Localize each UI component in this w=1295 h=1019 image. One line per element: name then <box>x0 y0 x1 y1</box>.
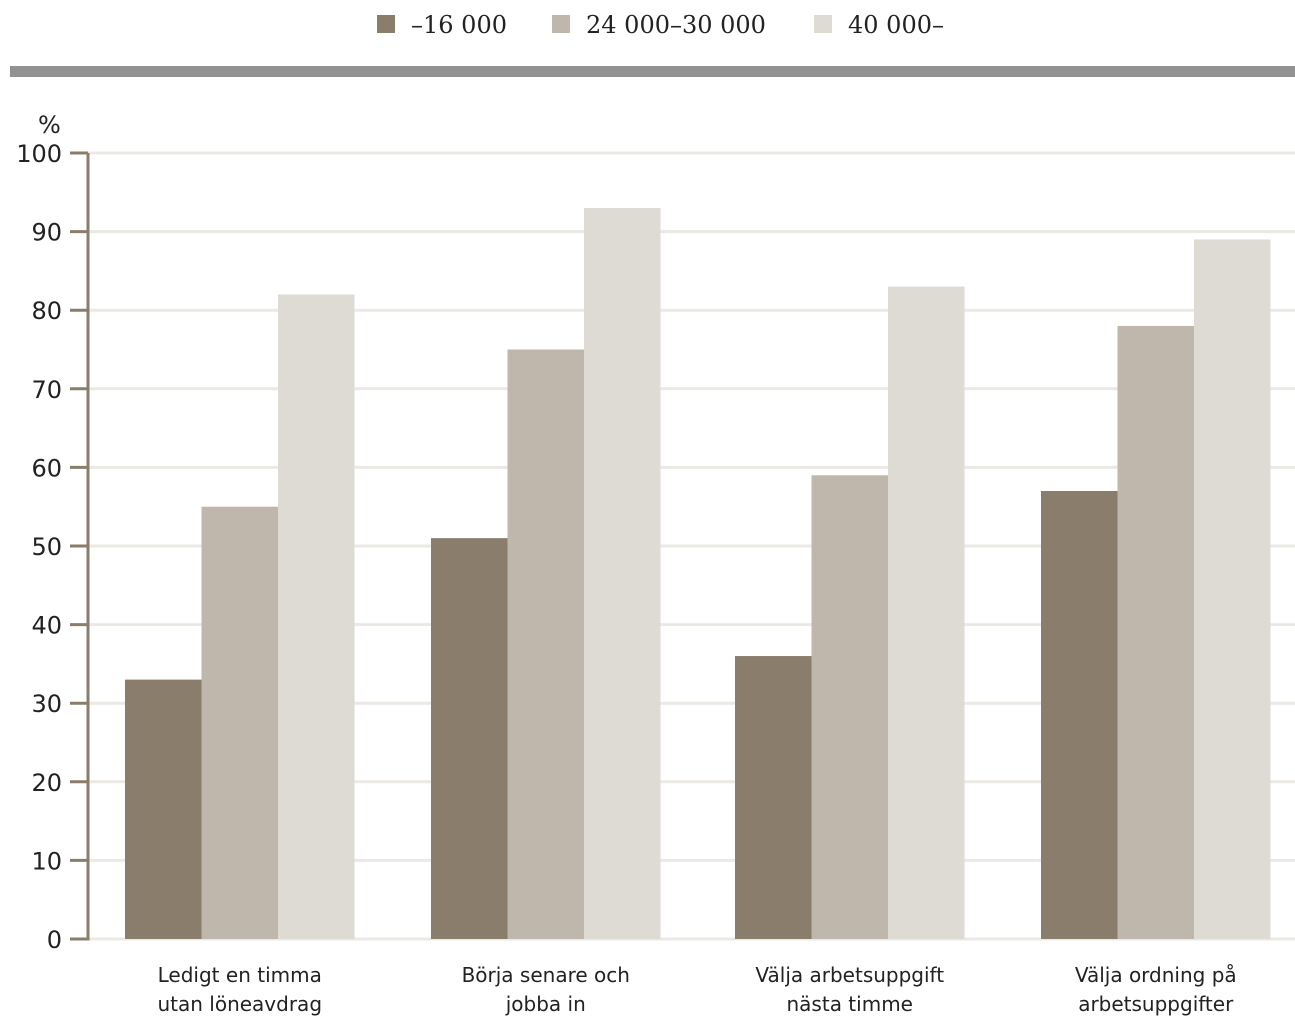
bar-1-series-1 <box>125 679 202 939</box>
category-label: Ledigt en timma <box>158 963 322 987</box>
bar-4-series-3 <box>1194 239 1271 939</box>
category-label: jobba in <box>505 992 586 1016</box>
bar-3-series-1 <box>735 656 812 939</box>
y-tick-label: 70 <box>31 376 62 404</box>
legend-swatch <box>377 15 395 33</box>
bar-1-series-2 <box>201 506 278 939</box>
y-tick-label: 60 <box>31 454 62 482</box>
category-label: arbetsuppgifter <box>1078 992 1234 1016</box>
bar-3-series-3 <box>888 286 965 939</box>
bars <box>125 208 1271 940</box>
y-axis: 0 10 20 30 40 50 60 70 80 90 100 <box>16 140 90 954</box>
bar-4-series-2 <box>1117 325 1194 939</box>
y-tick-label: 0 <box>47 926 62 954</box>
y-tick-label: 80 <box>31 297 62 325</box>
y-tick-label: 40 <box>31 612 62 640</box>
y-tick-label: 10 <box>31 847 62 875</box>
bar-3-series-2 <box>811 475 888 939</box>
legend-swatch <box>814 15 832 33</box>
bar-2-series-2 <box>507 349 584 939</box>
category-label: Välja ordning på <box>1075 963 1237 987</box>
legend-swatch <box>552 15 570 33</box>
bar-2-series-3 <box>584 208 661 939</box>
legend-label: –16 000 <box>411 11 507 39</box>
y-tick-label: 30 <box>31 690 62 718</box>
bar-4-series-1 <box>1041 490 1118 939</box>
bar-1-series-3 <box>278 294 355 940</box>
legend-label: 40 000– <box>848 11 944 39</box>
legend-label: 24 000–30 000 <box>586 11 766 39</box>
category-label: Välja arbetsuppgift <box>755 963 944 987</box>
category-label: Börja senare och <box>462 963 630 987</box>
legend: –16 000 24 000–30 000 40 000– <box>377 11 944 39</box>
y-tick-label: 90 <box>31 219 62 247</box>
y-axis-label: % <box>38 111 61 139</box>
y-tick-label: 50 <box>31 533 62 561</box>
x-axis-labels: Ledigt en timma utan löneavdrag Börja sena… <box>157 963 1236 1016</box>
header-separator <box>10 66 1295 77</box>
y-tick-label: 100 <box>16 140 62 168</box>
y-tick-label: 20 <box>31 769 62 797</box>
category-label: nästa timme <box>787 992 913 1016</box>
bar-2-series-1 <box>431 538 508 939</box>
category-label: utan löneavdrag <box>157 992 322 1016</box>
